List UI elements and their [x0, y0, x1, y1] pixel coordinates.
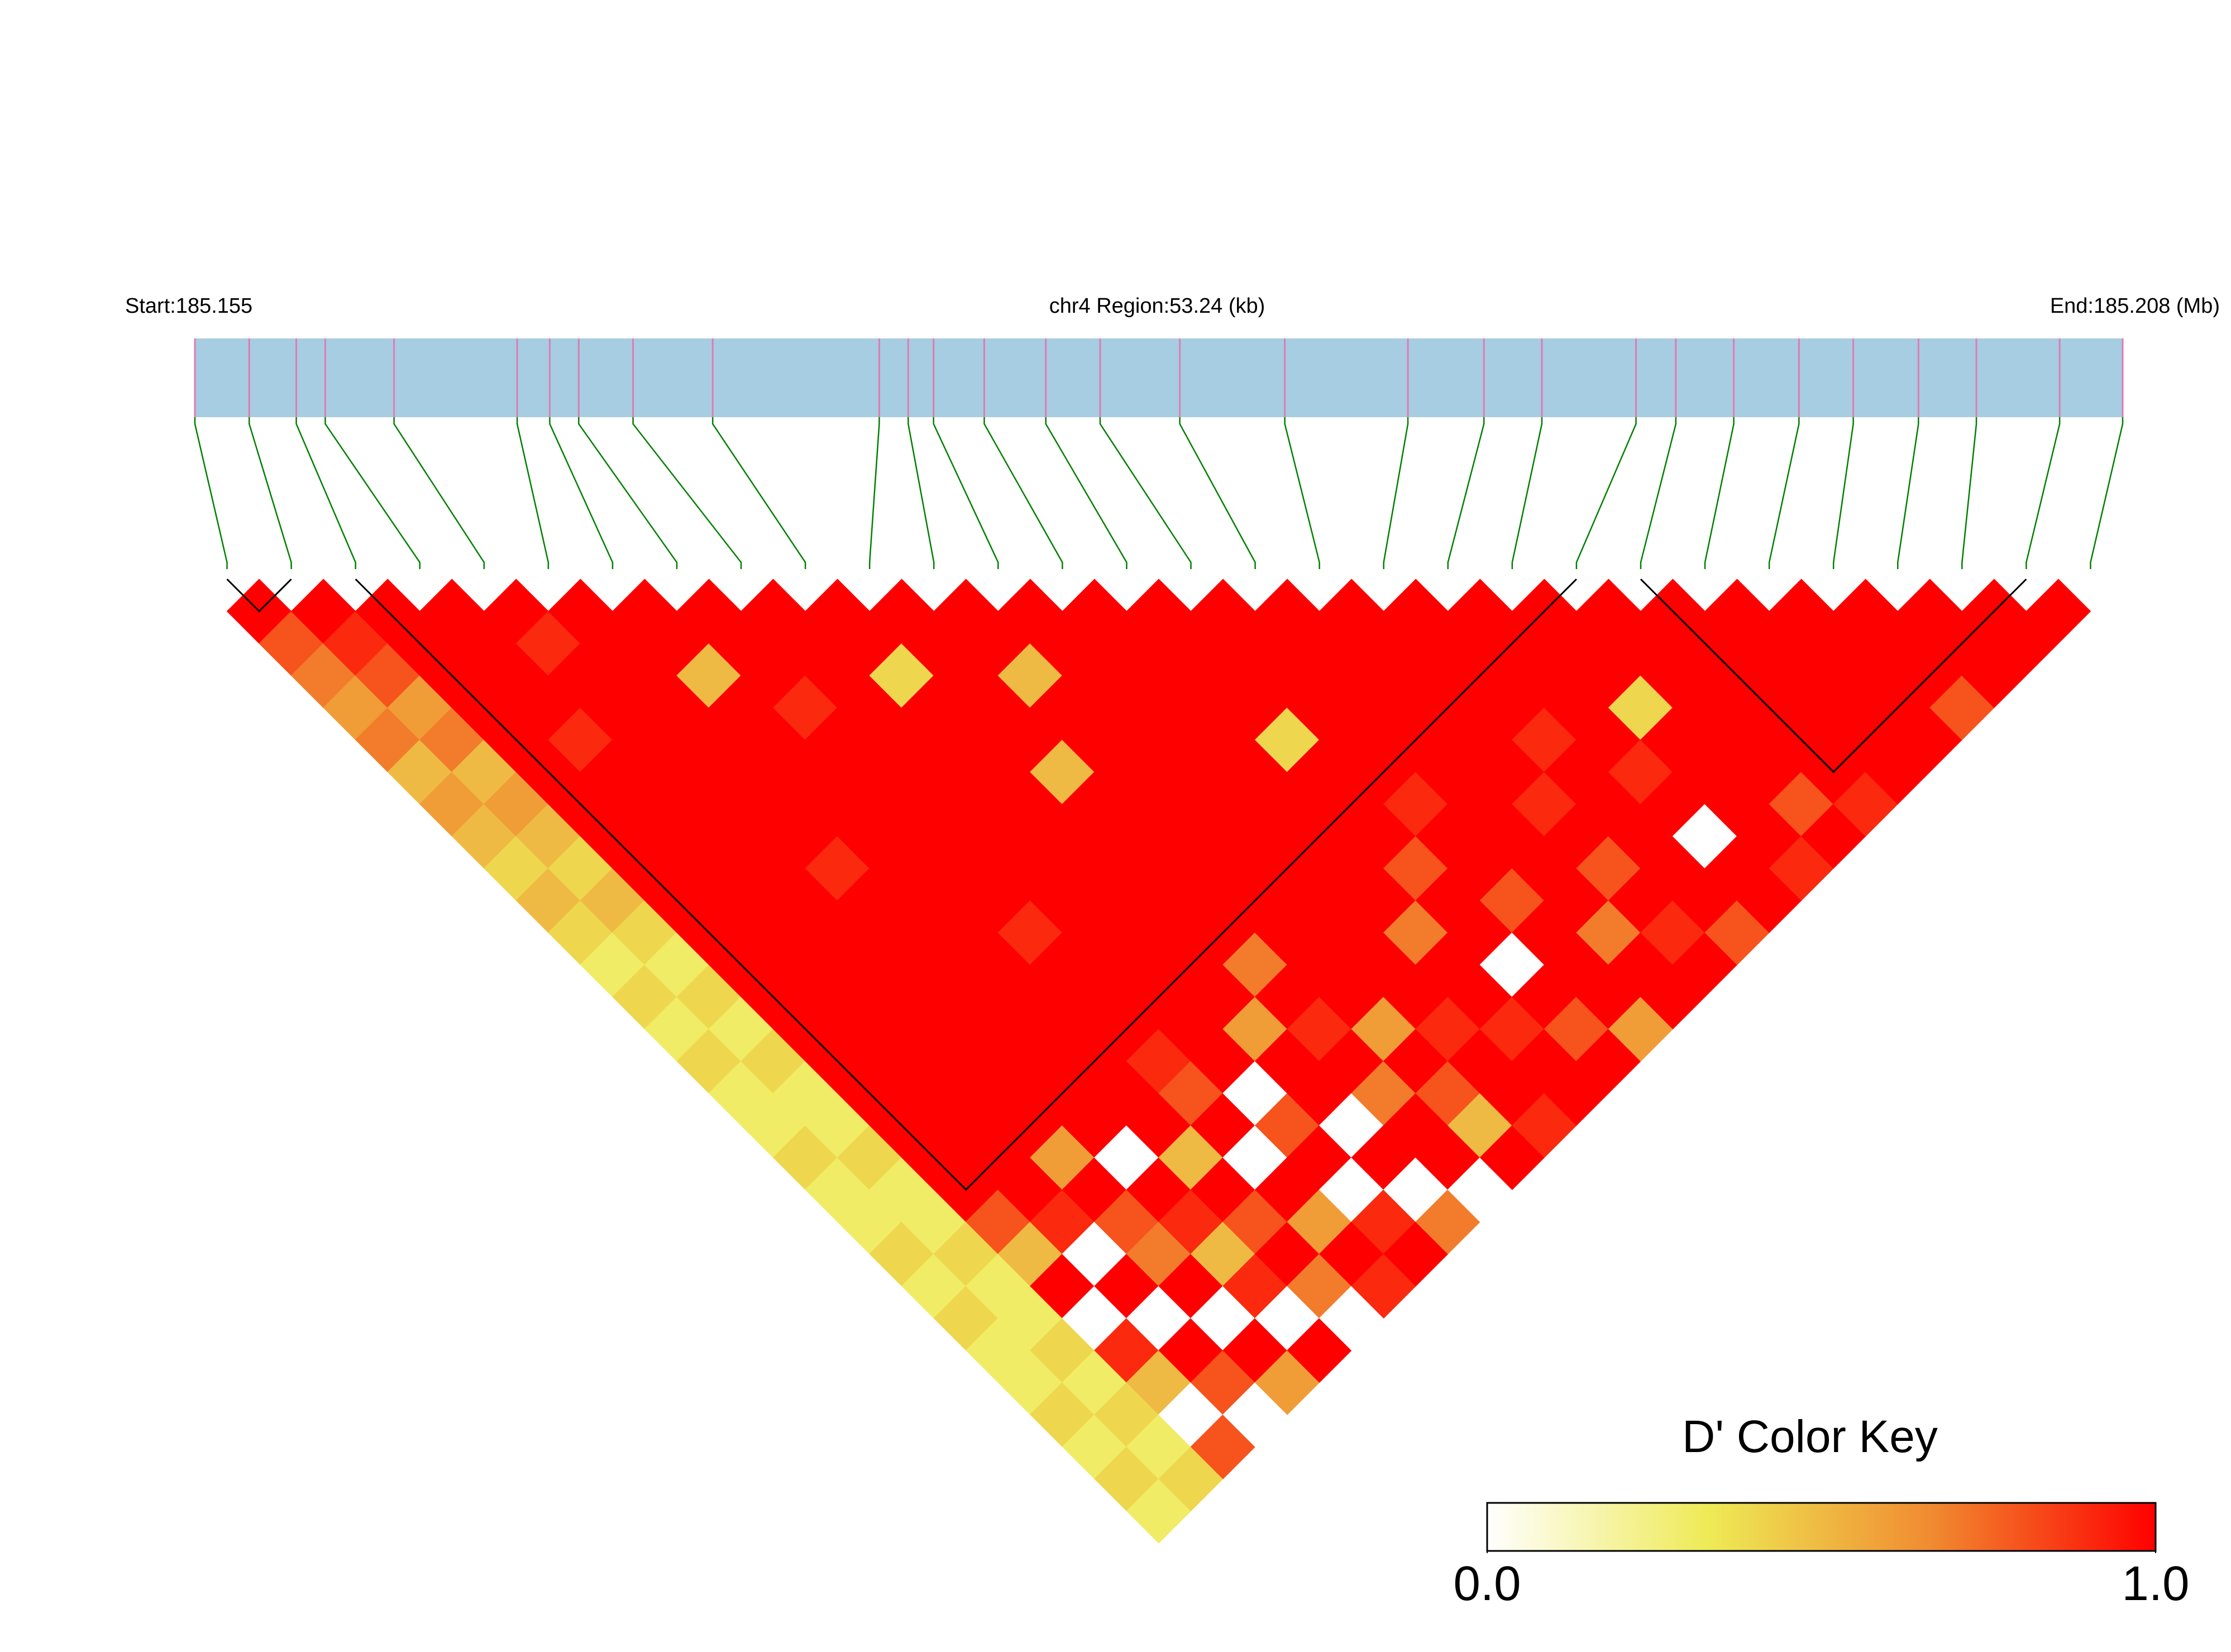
ld-block: [226, 578, 292, 613]
snp-connector: [1640, 417, 1677, 569]
snp-connector: [1511, 417, 1543, 569]
snp-connector: [1575, 417, 1637, 569]
snp-connector: [1897, 417, 1919, 569]
key-tick-label: 1.0: [2122, 1556, 2190, 1611]
snp-connector: [324, 417, 421, 569]
snp-connector: [632, 417, 742, 569]
snp-connector: [1045, 417, 1128, 569]
ld-block: [355, 578, 1577, 1191]
snp-connector: [1704, 417, 1735, 569]
snp-connector: [1447, 417, 1485, 569]
snp-connector: [249, 417, 292, 569]
snp-connector: [983, 417, 1063, 569]
snp-connector: [549, 417, 614, 569]
snp-connector: [1179, 417, 1256, 569]
snp-connector: [1961, 417, 1977, 569]
snp-connector: [2025, 417, 2061, 569]
end-label: End:185.208 (Mb): [2050, 294, 2220, 318]
snp-connector: [1768, 417, 1800, 569]
snp-connector: [868, 417, 880, 569]
ld-block: [1640, 578, 2027, 774]
snp-connector: [1383, 417, 1409, 569]
region-label: chr4 Region:53.24 (kb): [1049, 294, 1265, 318]
color-key: [1486, 1502, 2157, 1552]
ld-cell: [2025, 579, 2091, 644]
snp-connector: [1284, 417, 1320, 569]
key-title: D' Color Key: [1682, 1411, 1938, 1462]
snp-connector: [1832, 417, 1854, 569]
snp-connector: [711, 417, 806, 569]
snp-connector: [578, 417, 678, 569]
snp-connector: [194, 417, 228, 569]
snp-connector: [2090, 417, 2124, 569]
snp-connector: [907, 417, 935, 569]
key-tick-label: 0.0: [1454, 1556, 1521, 1611]
position-bar: [195, 338, 2123, 417]
snp-connector: [1099, 417, 1192, 569]
snp-connector: [295, 417, 356, 569]
snp-connector: [393, 417, 485, 569]
snp-connector: [933, 417, 999, 569]
snp-connector: [516, 417, 550, 569]
start-label: Start:185.155: [125, 294, 252, 318]
